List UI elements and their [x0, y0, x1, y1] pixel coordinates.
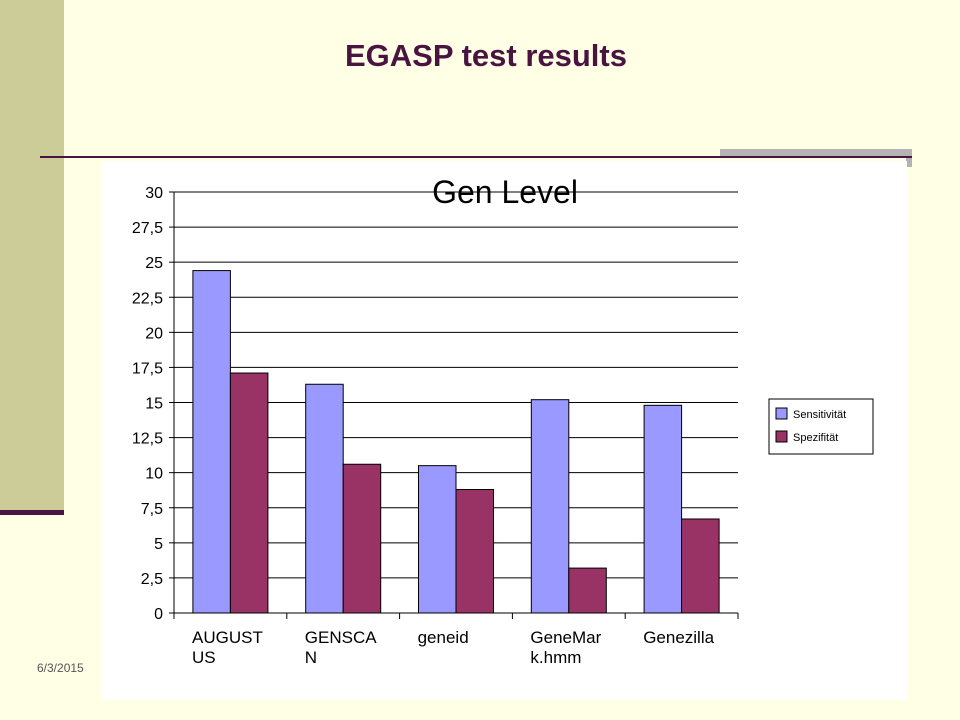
- axes: [173, 192, 739, 619]
- y-tick-label: 27,5: [132, 220, 163, 237]
- footer-date: 6/3/2015: [37, 661, 84, 675]
- legend: Sensitivität Spezifität: [768, 398, 874, 455]
- title-rule-shadow: [720, 149, 912, 157]
- slide-title: EGASP test results: [345, 38, 627, 73]
- bar: [530, 399, 570, 614]
- y-tick-label: 15: [145, 396, 163, 413]
- x-tick-label-line: GeneMar: [530, 628, 601, 647]
- title-rule-shadow-tab: [906, 149, 912, 167]
- y-tick-label: 0: [154, 606, 163, 623]
- chart-panel: Gen Level 0 2,5 5 7,5 10 12,5 15 17,5 20 22,5 25 27…: [101, 161, 907, 700]
- bar: [681, 518, 720, 614]
- bar: [342, 463, 382, 614]
- bar: [418, 465, 457, 614]
- x-tick-label-line: geneid: [418, 628, 469, 647]
- x-tick-label: geneid: [418, 628, 469, 647]
- x-tick-label-line: k.hmm: [530, 648, 581, 667]
- legend-box: [768, 398, 874, 455]
- x-tick-label: GeneMar k.hmm: [530, 628, 601, 667]
- y-tick-label: 2,5: [141, 571, 163, 588]
- legend-swatch: [775, 407, 788, 420]
- y-tick-label: 12,5: [132, 431, 163, 448]
- y-tick-label: 22,5: [132, 290, 163, 307]
- bar: [192, 270, 231, 614]
- legend-label: Sensitivität: [793, 409, 846, 421]
- x-tick-label: Genezilla: [643, 628, 714, 647]
- y-tick-label: 30: [145, 185, 163, 202]
- x-tick-label-line: AUGUST: [192, 628, 263, 647]
- bar-chart: Gen Level 02,557,51012,51517,52022,52527…: [132, 174, 874, 667]
- x-tick-label-line: Genezilla: [643, 628, 714, 647]
- y-tick-label: 20: [145, 325, 163, 342]
- bar: [305, 383, 344, 614]
- x-tick-label: GENSCA N: [305, 628, 377, 667]
- bar: [455, 489, 494, 614]
- bar: [568, 567, 607, 614]
- legend-label: Spezifität: [793, 432, 838, 444]
- title-rule: [40, 156, 912, 158]
- y-tick-label: 5: [154, 536, 163, 553]
- bar: [643, 404, 683, 614]
- left-decor-band-accent: [0, 510, 64, 515]
- bars: [192, 270, 720, 614]
- x-tick-label-line: N: [305, 648, 317, 667]
- y-tick-label: 25: [145, 255, 163, 272]
- bar: [229, 372, 269, 614]
- y-tick-label: 7,5: [141, 501, 163, 518]
- y-axis-tick-labels: 0 2,5 5 7,5 10 12,5 15 17,5 20 22,5 25 27,5 30: [132, 185, 163, 623]
- x-tick-label: AUGUST US: [192, 628, 263, 667]
- legend-swatch: [775, 430, 788, 443]
- y-tick-label: 10: [145, 466, 163, 483]
- x-tick-label-line: US: [192, 648, 216, 667]
- x-tick-label-line: GENSCA: [305, 628, 377, 647]
- left-decor-band: [0, 0, 64, 512]
- y-tick-label: 17,5: [132, 360, 163, 377]
